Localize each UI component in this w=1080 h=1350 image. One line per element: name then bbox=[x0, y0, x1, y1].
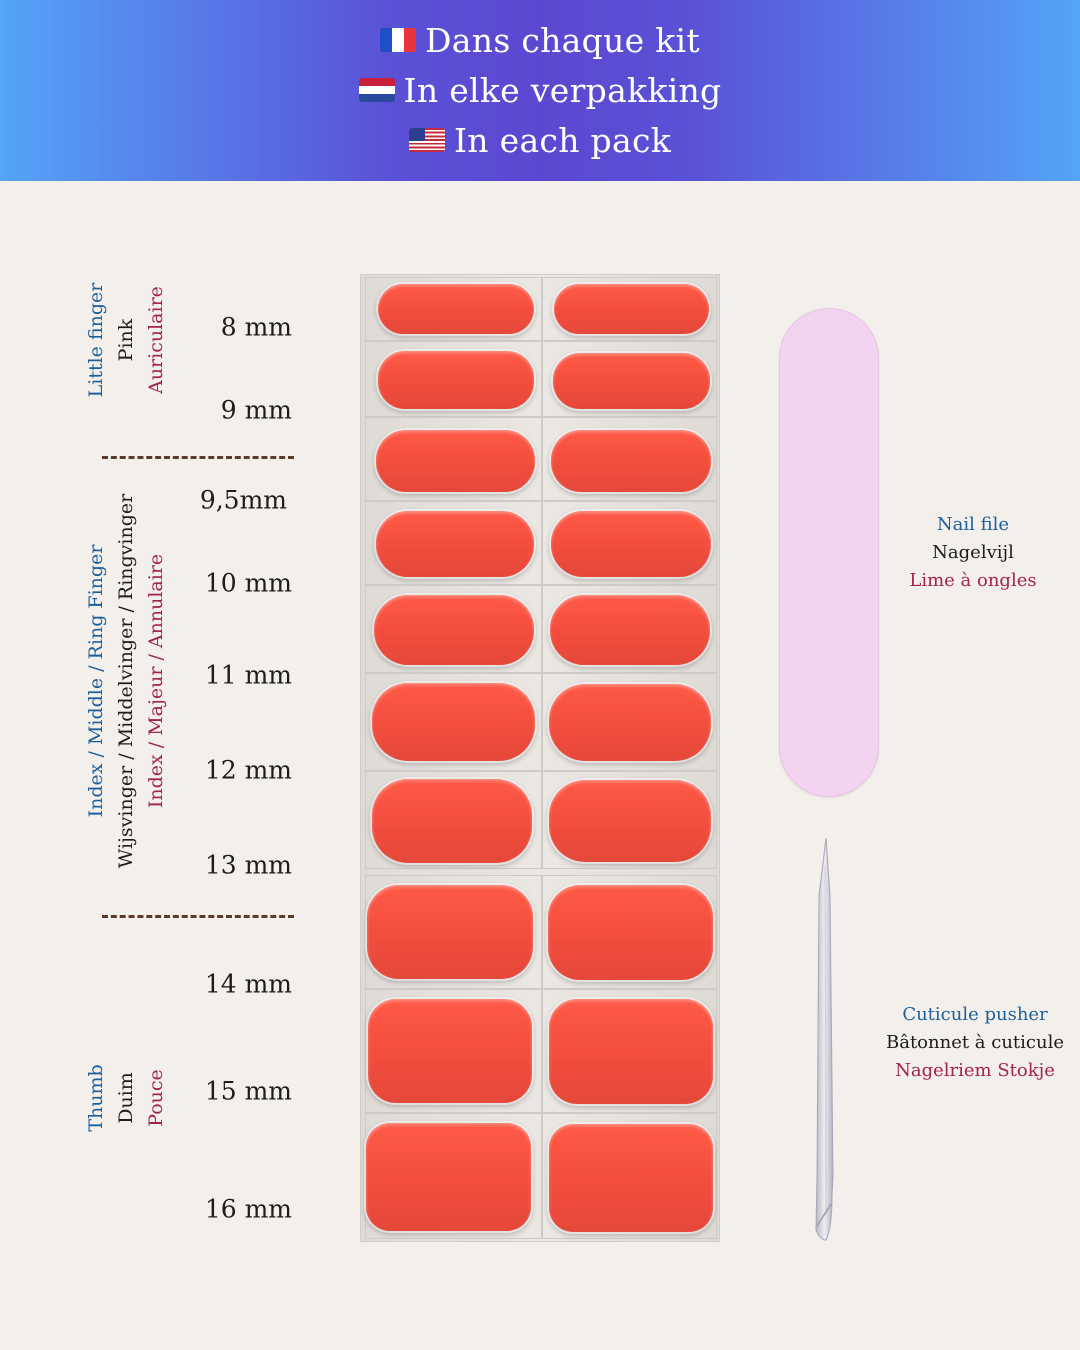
sheet-cell bbox=[365, 989, 542, 1113]
flag-us-icon bbox=[408, 128, 445, 152]
header-text-fr: Dans chaque kit bbox=[425, 20, 700, 60]
sheet-cell bbox=[365, 277, 542, 341]
nail-file-label-nl: Nagelvijl bbox=[932, 542, 1014, 563]
nail-strip bbox=[378, 284, 534, 334]
thumb-label-en: Thumb bbox=[85, 1064, 107, 1132]
sheet-cell bbox=[365, 585, 542, 673]
middle-fingers-label-en: Index / Middle / Ring Finger bbox=[85, 544, 107, 818]
thumb-label-nl: Duim bbox=[115, 1072, 137, 1124]
sheet-cell bbox=[542, 673, 717, 771]
cuticle-pusher-label-nl: Nagelriem Stokje bbox=[895, 1060, 1055, 1081]
cuticle-pusher-image bbox=[815, 837, 834, 1241]
sheet-cell bbox=[542, 341, 717, 417]
group-divider bbox=[102, 915, 294, 918]
nail-strip bbox=[378, 351, 534, 409]
nail-strip bbox=[553, 353, 710, 409]
little-finger-label-en: Little finger bbox=[85, 282, 107, 398]
little-finger-label-nl: Pink bbox=[115, 318, 137, 362]
size-label: 12 mm bbox=[204, 755, 292, 785]
thumb-label-fr: Pouce bbox=[145, 1069, 167, 1127]
nail-strip bbox=[372, 683, 535, 761]
size-label: 16 mm bbox=[204, 1194, 292, 1224]
flag-fr-icon bbox=[380, 28, 417, 52]
nail-strip bbox=[549, 999, 713, 1104]
sheet-cell bbox=[542, 417, 717, 501]
middle-fingers-label-nl: Wijsvinger / Middelvinger / Ringvinger bbox=[115, 493, 137, 869]
sheet-cell bbox=[542, 585, 717, 673]
nail-strip bbox=[549, 1124, 713, 1232]
nail-strip bbox=[551, 511, 711, 577]
little-finger-label-fr: Auriculaire bbox=[145, 286, 167, 394]
sheet-cell bbox=[542, 875, 717, 989]
size-label: 13 mm bbox=[204, 850, 292, 880]
sheet-cell bbox=[542, 277, 717, 341]
cuticle-pusher-label-en: Cuticule pusher bbox=[902, 1004, 1048, 1025]
nail-file-image bbox=[779, 308, 879, 797]
nail-strip bbox=[374, 595, 534, 665]
header-line-nl: In elke verpakking bbox=[0, 65, 1080, 115]
nail-strip bbox=[367, 885, 533, 979]
sheet-cell bbox=[542, 989, 717, 1113]
sheet-cell bbox=[542, 501, 717, 585]
sheet-cell bbox=[542, 1113, 717, 1239]
nail-strip bbox=[550, 595, 710, 665]
sheet-cell bbox=[365, 417, 542, 501]
nail-strip bbox=[551, 430, 711, 492]
size-label: 8 mm bbox=[220, 312, 292, 342]
sheet-cell bbox=[365, 673, 542, 771]
nail-strip bbox=[372, 779, 532, 863]
sheet-cell bbox=[365, 1113, 542, 1239]
nail-file-label-fr: Lime à ongles bbox=[909, 570, 1037, 591]
header-line-fr: Dans chaque kit bbox=[0, 15, 1080, 65]
nail-strip bbox=[554, 284, 709, 334]
nail-file-label: Nail file Nagelvijl Lime à ongles bbox=[863, 511, 1080, 595]
flag-nl-icon bbox=[358, 78, 395, 102]
group-divider bbox=[102, 456, 294, 459]
size-label: 15 mm bbox=[204, 1076, 292, 1106]
nail-strip bbox=[366, 1123, 531, 1231]
header-text-nl: In elke verpakking bbox=[403, 70, 722, 110]
nail-strip-sheet bbox=[360, 274, 720, 1242]
header-text-en: In each pack bbox=[453, 120, 672, 160]
header-banner: Dans chaque kit In elke verpakking In ea… bbox=[0, 0, 1080, 181]
nail-strip bbox=[549, 780, 711, 862]
nail-strip bbox=[376, 430, 535, 492]
sheet-cell bbox=[365, 771, 542, 869]
sheet-cell bbox=[365, 875, 542, 989]
sheet-cell bbox=[365, 501, 542, 585]
cuticle-pusher-label: Cuticule pusher Bâtonnet à cuticule Nage… bbox=[865, 1001, 1080, 1085]
nail-strip bbox=[376, 511, 534, 577]
nail-file-label-en: Nail file bbox=[936, 514, 1010, 535]
header-line-us: In each pack bbox=[0, 115, 1080, 165]
size-label: 9,5mm bbox=[199, 485, 287, 515]
sheet-cell bbox=[542, 771, 717, 869]
size-label: 10 mm bbox=[204, 568, 292, 598]
size-label: 9 mm bbox=[220, 395, 292, 425]
nail-strip bbox=[549, 684, 711, 761]
cuticle-pusher-label-fr: Bâtonnet à cuticule bbox=[885, 1032, 1065, 1053]
size-label: 11 mm bbox=[204, 660, 292, 690]
middle-fingers-label-fr: Index / Majeur / Annulaire bbox=[145, 553, 167, 809]
sheet-cell bbox=[365, 341, 542, 417]
nail-strip bbox=[368, 999, 532, 1103]
size-label: 14 mm bbox=[204, 969, 292, 999]
nail-strip bbox=[548, 885, 713, 980]
